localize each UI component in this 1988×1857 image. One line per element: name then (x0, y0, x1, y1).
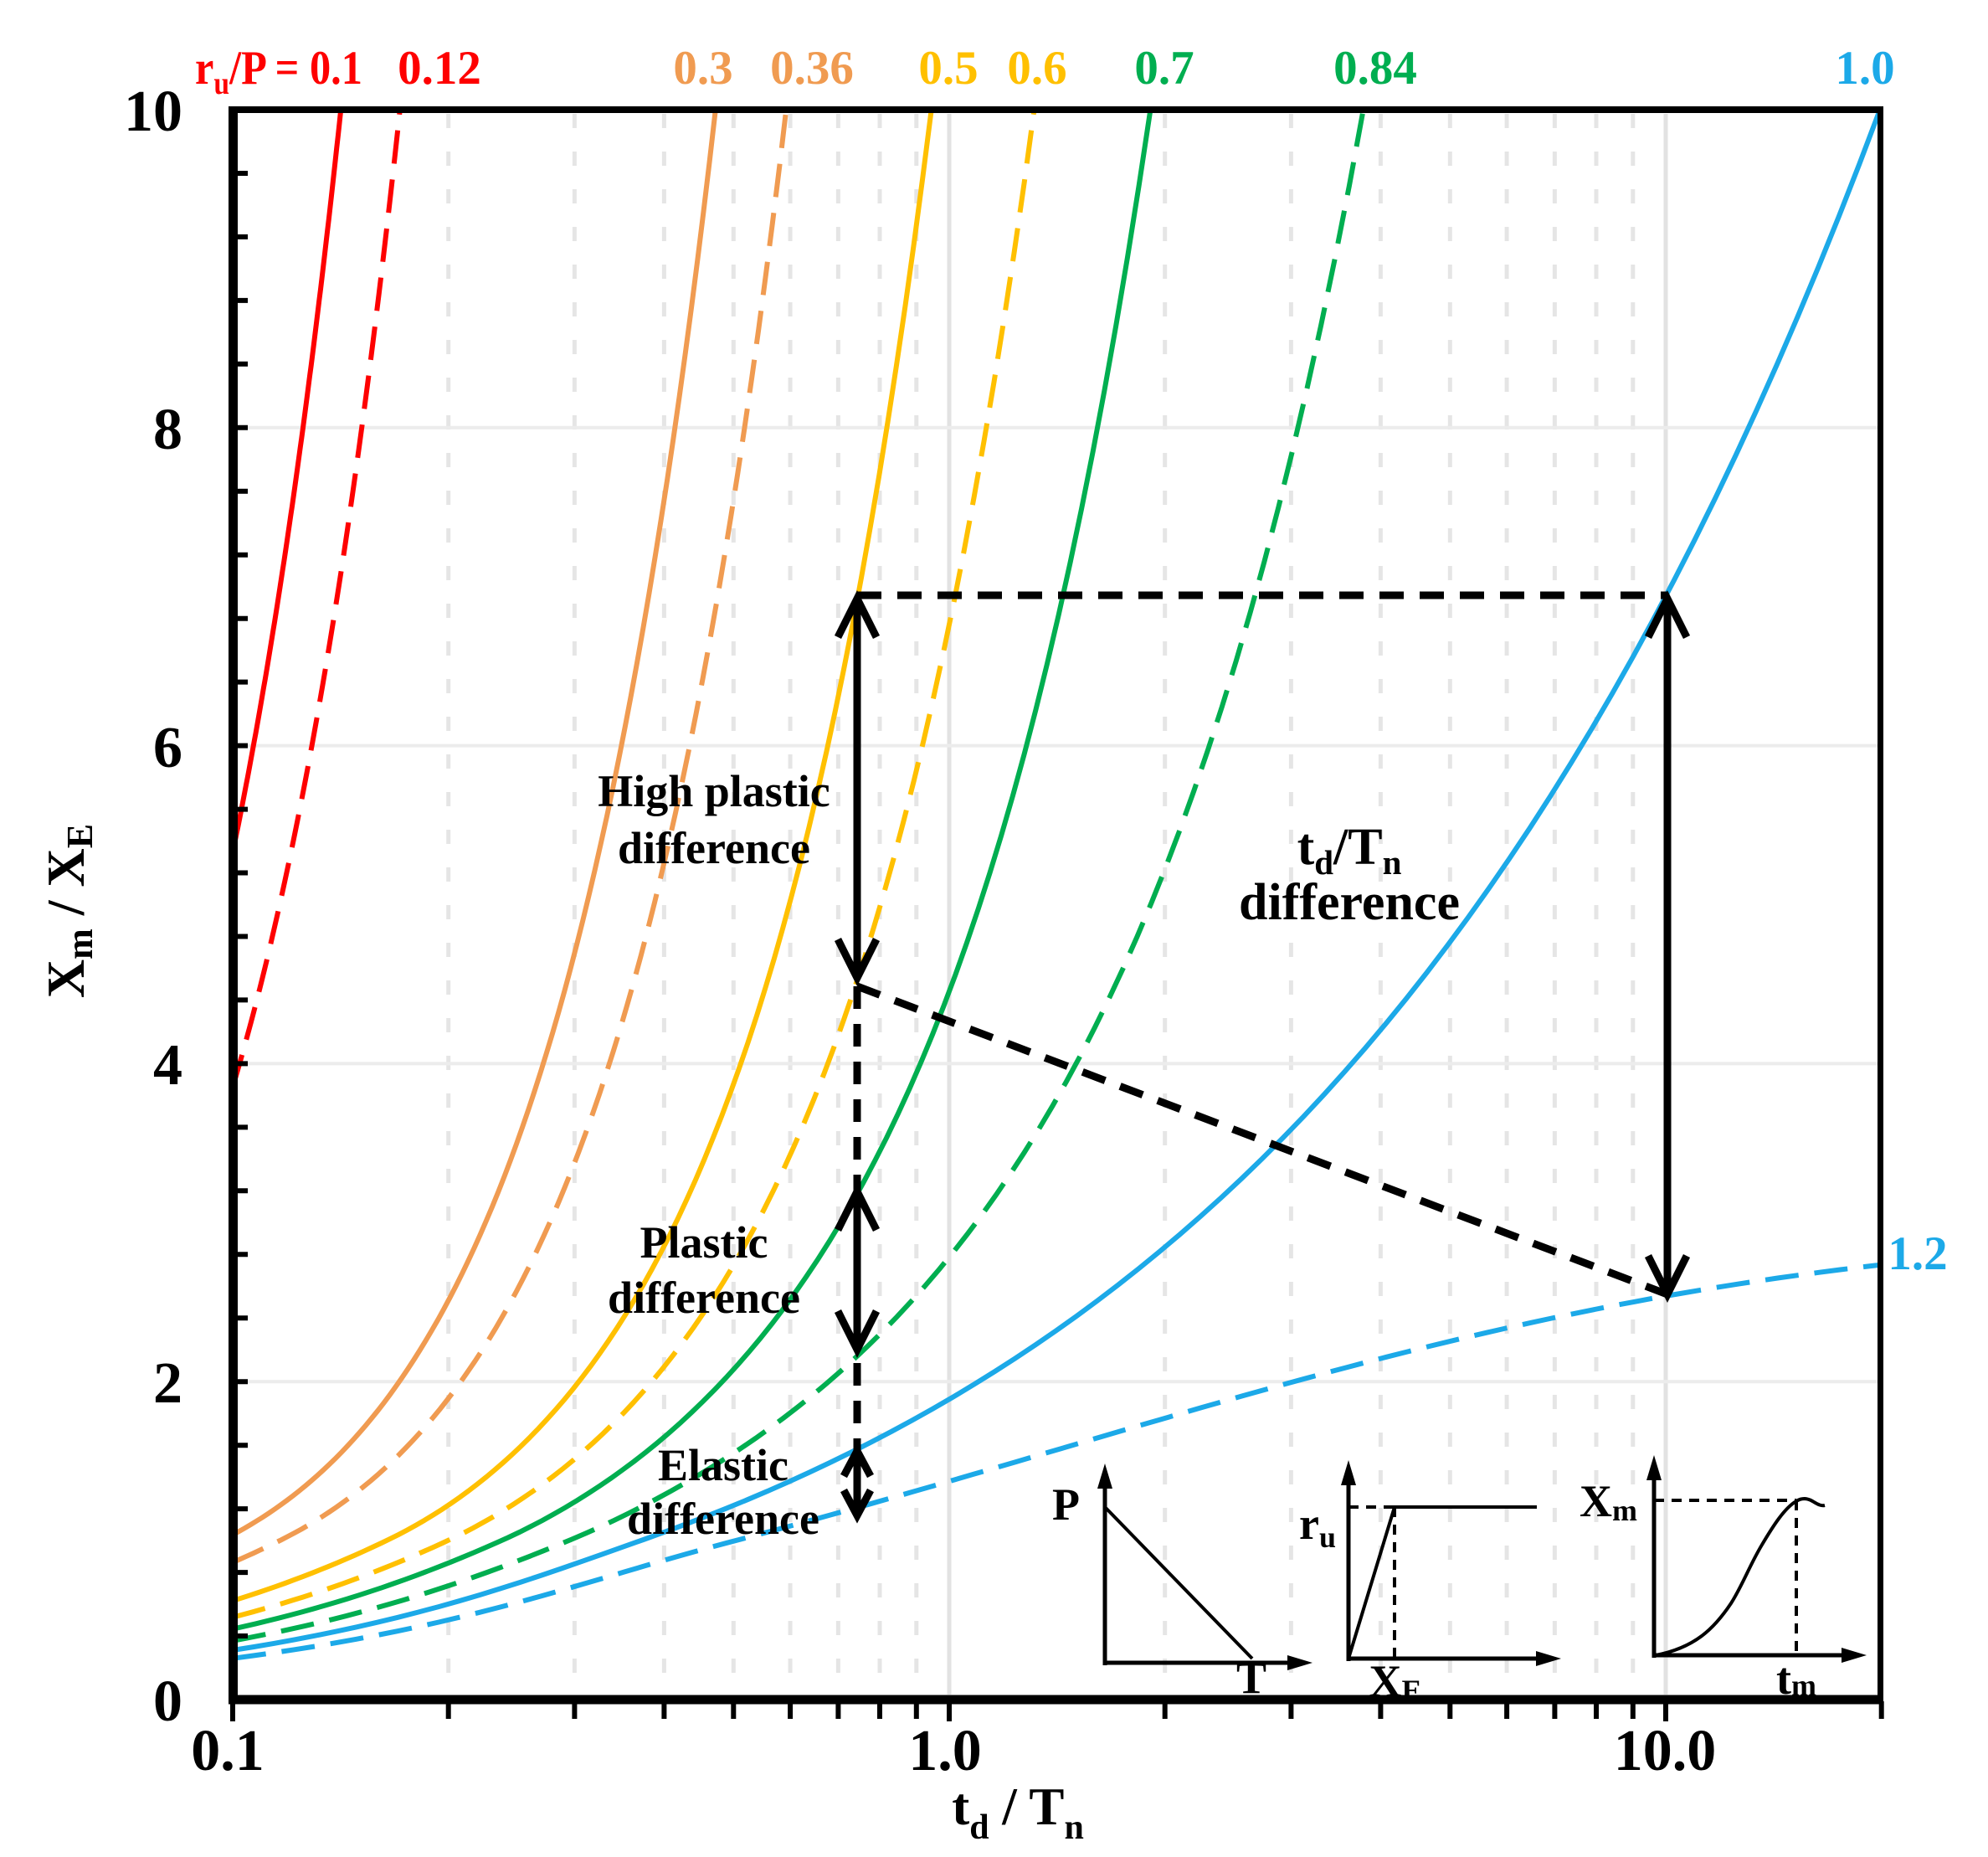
svg-text:0.5: 0.5 (918, 42, 978, 95)
svg-text:difference: difference (627, 1494, 819, 1544)
svg-text:Elastic: Elastic (658, 1440, 789, 1490)
svg-text:10: 10 (124, 80, 182, 144)
svg-text:Xm / XE: Xm / XE (36, 824, 100, 998)
svg-text:0.7: 0.7 (1134, 42, 1194, 95)
svg-text:1.0: 1.0 (1835, 42, 1894, 95)
svg-text:0.84: 0.84 (1333, 42, 1417, 95)
svg-text:8: 8 (153, 398, 182, 462)
svg-text:T: T (1236, 1653, 1266, 1703)
svg-text:0.6: 0.6 (1007, 42, 1066, 95)
svg-text:6: 6 (153, 716, 182, 780)
svg-text:High plastic: High plastic (598, 766, 830, 816)
svg-text:1.2: 1.2 (1888, 1227, 1947, 1280)
svg-text:difference: difference (618, 823, 810, 873)
svg-text:4: 4 (153, 1033, 182, 1098)
svg-text:0.12: 0.12 (398, 42, 481, 95)
svg-text:difference: difference (608, 1273, 800, 1323)
svg-text:0: 0 (153, 1669, 182, 1734)
svg-text:0.36: 0.36 (770, 42, 854, 95)
svg-text:difference: difference (1239, 874, 1460, 931)
svg-text:1.0: 1.0 (908, 1719, 982, 1783)
svg-text:10.0: 10.0 (1614, 1719, 1717, 1783)
svg-text:Plastic: Plastic (640, 1217, 768, 1268)
svg-text:0.1: 0.1 (191, 1719, 265, 1783)
svg-text:2: 2 (153, 1351, 182, 1416)
svg-text:P: P (1052, 1479, 1080, 1530)
svg-text:0.3: 0.3 (673, 42, 732, 95)
